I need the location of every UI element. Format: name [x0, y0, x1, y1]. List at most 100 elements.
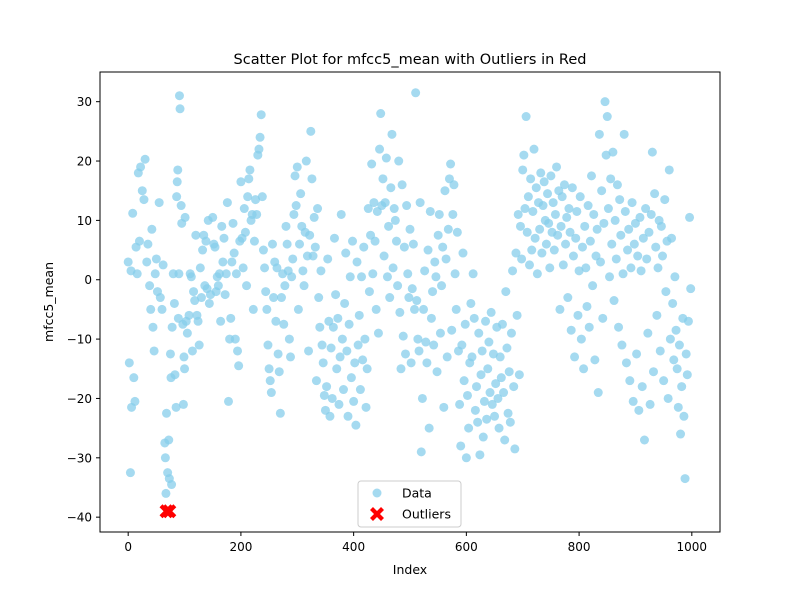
- y-tick-label: −30: [67, 451, 92, 465]
- data-point: [219, 233, 229, 243]
- data-point: [521, 112, 531, 122]
- data-point: [467, 352, 477, 362]
- data-point: [284, 334, 294, 344]
- data-point: [150, 269, 160, 279]
- data-point: [650, 189, 660, 199]
- data-point: [395, 307, 405, 317]
- data-point: [358, 355, 368, 365]
- data-point: [670, 272, 680, 282]
- data-point: [293, 304, 303, 314]
- data-point: [338, 385, 348, 395]
- data-point: [665, 334, 675, 344]
- data-point: [641, 204, 651, 214]
- data-point: [325, 411, 335, 421]
- data-point: [136, 162, 146, 172]
- data-point: [567, 183, 577, 193]
- data-point: [368, 269, 378, 279]
- data-point: [538, 201, 548, 211]
- data-point: [681, 349, 691, 359]
- data-point: [416, 447, 426, 457]
- data-point: [621, 358, 631, 368]
- data-point: [252, 209, 262, 219]
- outlier-points: [159, 504, 177, 519]
- data-point: [124, 358, 134, 368]
- data-point: [327, 393, 337, 403]
- data-point: [413, 334, 423, 344]
- x-tick-label: 600: [455, 540, 478, 554]
- data-point: [248, 304, 258, 314]
- x-tick-label: 0: [124, 540, 132, 554]
- data-point: [398, 331, 408, 341]
- data-point: [651, 242, 661, 252]
- data-point: [194, 340, 204, 350]
- data-point: [466, 298, 476, 308]
- data-point: [125, 468, 135, 478]
- data-point: [227, 257, 237, 267]
- x-tick-label: 400: [342, 540, 365, 554]
- data-point: [620, 206, 630, 216]
- data-point: [281, 221, 291, 231]
- data-point: [228, 218, 238, 228]
- data-point: [370, 236, 380, 246]
- data-point: [221, 269, 231, 279]
- data-point: [439, 402, 449, 412]
- data-point: [210, 242, 220, 252]
- data-point: [174, 269, 184, 279]
- data-point: [458, 248, 468, 258]
- data-point: [316, 266, 326, 276]
- data-point: [546, 171, 556, 181]
- data-point: [311, 376, 321, 386]
- data-point: [536, 168, 546, 178]
- data-point: [632, 349, 642, 359]
- data-point: [240, 227, 250, 237]
- data-point: [531, 183, 541, 193]
- data-point: [522, 227, 532, 237]
- data-point: [518, 165, 528, 175]
- data-point: [346, 373, 356, 383]
- data-point: [406, 358, 416, 368]
- data-point: [592, 224, 602, 234]
- data-point: [378, 174, 388, 184]
- data-point: [589, 209, 599, 219]
- data-point: [257, 192, 267, 202]
- data-point: [171, 402, 181, 412]
- data-point: [167, 322, 177, 332]
- data-point: [273, 349, 283, 359]
- data-point: [680, 474, 690, 484]
- data-point: [260, 263, 270, 273]
- data-point: [415, 198, 425, 208]
- data-point: [195, 263, 205, 273]
- data-point: [189, 287, 199, 297]
- data-point: [593, 388, 603, 398]
- data-point: [317, 340, 327, 350]
- data-point: [539, 177, 549, 187]
- y-tick-label: 30: [77, 95, 92, 109]
- data-point: [242, 281, 252, 291]
- data-point: [628, 396, 638, 406]
- data-point: [656, 221, 666, 231]
- data-point: [457, 340, 467, 350]
- data-point: [362, 364, 372, 374]
- legend-label: Data: [402, 486, 432, 501]
- data-point: [555, 304, 565, 314]
- data-point: [423, 245, 433, 255]
- data-point: [440, 186, 450, 196]
- data-point: [342, 346, 352, 356]
- data-point: [448, 209, 458, 219]
- data-point: [561, 239, 571, 249]
- data-point: [479, 396, 489, 406]
- data-point: [608, 147, 618, 157]
- data-point: [158, 260, 168, 270]
- data-point: [566, 325, 576, 335]
- data-point: [148, 322, 158, 332]
- data-point: [451, 304, 461, 314]
- data-point: [584, 322, 594, 332]
- data-point: [326, 343, 336, 353]
- data-point: [381, 153, 391, 163]
- data-point: [345, 272, 355, 282]
- data-point: [266, 388, 276, 398]
- data-point: [573, 310, 583, 320]
- data-point: [341, 248, 351, 258]
- data-point: [245, 165, 255, 175]
